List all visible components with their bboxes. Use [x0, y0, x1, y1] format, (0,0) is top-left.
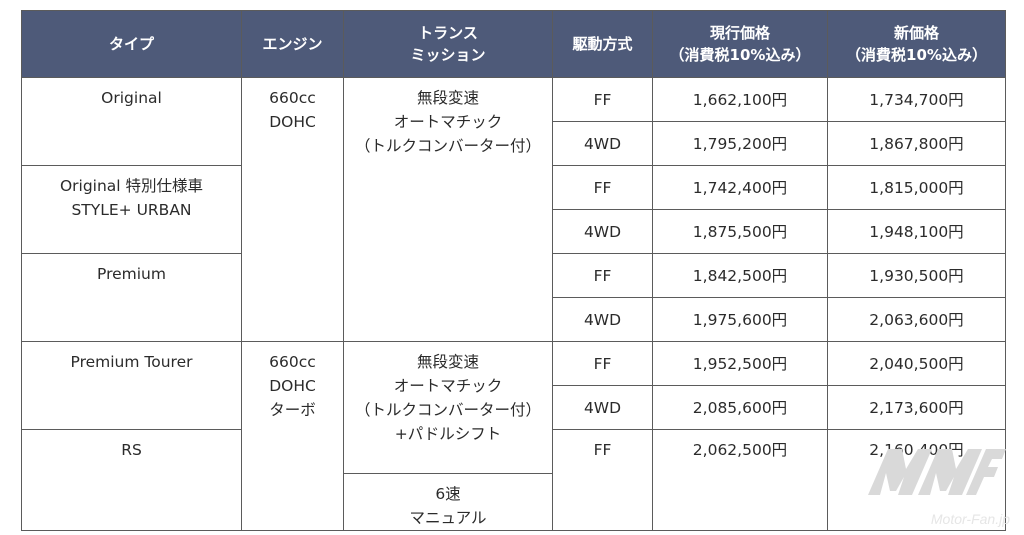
header-transmission-line1: トランス	[418, 24, 478, 42]
transmission-cvt-line3: （トルクコンバーター付）	[354, 137, 541, 155]
drive-cell: FF	[552, 429, 653, 531]
engine-na-line2: DOHC	[269, 113, 316, 131]
transmission-cvt-line2: オートマチック	[393, 113, 503, 131]
header-type-label: タイプ	[108, 35, 154, 53]
table-row: Original 660cc DOHC 無段変速 オートマチック （トルクコンバ…	[21, 77, 1006, 342]
drive-cell: FF	[552, 341, 653, 386]
table-row: 6速 マニュアル	[22, 473, 1006, 531]
current-price-cell: 1,875,500円	[652, 209, 828, 254]
current-price-cell: 2,062,500円	[652, 429, 828, 531]
new-price-cell: 1,948,100円	[827, 209, 1006, 254]
current-price-cell: 1,975,600円	[652, 297, 828, 342]
header-engine-label: エンジン	[262, 35, 323, 53]
engine-turbo-line2: DOHC	[269, 377, 316, 395]
transmission-cvt-paddle-line4: +パドルシフト	[394, 425, 502, 443]
new-price-cell: 2,040,500円	[827, 341, 1006, 386]
table-row: 4WD 1,975,600円 2,063,600円	[22, 297, 1006, 342]
mf-logo-icon	[868, 449, 1006, 495]
type-premium-tourer-label: Premium Tourer	[70, 353, 193, 371]
transmission-cvt-line1: 無段変速	[416, 89, 479, 107]
transmission-cvt-paddle-line1: 無段変速	[416, 353, 479, 371]
header-current-price-line2: （消費税10%込み）	[669, 46, 811, 64]
drive-cell: FF	[552, 77, 653, 122]
table-row: Original 特別仕様車 STYLE+ URBAN FF 1,742,400…	[21, 165, 1006, 254]
type-rs: RS	[21, 429, 242, 531]
drive-cell: 4WD	[552, 297, 653, 342]
new-price-cell: 1,930,500円	[827, 253, 1006, 298]
header-transmission-line2: ミッション	[410, 46, 486, 64]
type-premium: Premium	[21, 253, 242, 342]
type-original: Original	[21, 77, 242, 166]
table-row: 4WD 2,085,600円 2,173,600円	[22, 385, 1006, 430]
type-special-line2: STYLE+ URBAN	[71, 201, 192, 219]
drive-cell: 4WD	[552, 385, 653, 430]
transmission-cvt-paddle: 無段変速 オートマチック （トルクコンバーター付） +パドルシフト	[343, 341, 553, 474]
header-new-price-line2: （消費税10%込み）	[846, 46, 987, 64]
watermark: Motor-Fan.jp	[860, 447, 1010, 527]
header-new-price-line1: 新価格	[893, 24, 939, 42]
new-price-cell: 1,867,800円	[827, 121, 1006, 166]
header-row: タイプ エンジン トランス ミッション 駆動方式 現行価格 （消費税10%込み）…	[21, 10, 1006, 78]
current-price-cell: 2,085,600円	[652, 385, 828, 430]
header-current-price-line1: 現行価格	[709, 24, 770, 42]
transmission-mt-line1: 6速	[435, 485, 461, 503]
header-new-price: 新価格 （消費税10%込み）	[827, 10, 1006, 78]
drive-cell: FF	[552, 165, 653, 210]
engine-turbo-line3: ターボ	[269, 401, 316, 419]
transmission-cvt: 無段変速 オートマチック （トルクコンバーター付）	[343, 77, 553, 342]
type-premium-tourer: Premium Tourer	[21, 341, 242, 430]
header-engine: エンジン	[241, 10, 344, 78]
type-special: Original 特別仕様車 STYLE+ URBAN	[21, 165, 242, 254]
transmission-cvt-paddle-line3: （トルクコンバーター付）	[354, 401, 541, 419]
drive-cell: 4WD	[552, 209, 653, 254]
header-drive-label: 駆動方式	[572, 35, 633, 53]
header-current-price: 現行価格 （消費税10%込み）	[652, 10, 828, 78]
table-row: 4WD 1,795,200円 1,867,800円	[22, 121, 1006, 166]
transmission-mt: 6速 マニュアル	[343, 473, 553, 531]
header-type: タイプ	[21, 10, 242, 78]
current-price-cell: 1,662,100円	[652, 77, 828, 122]
engine-turbo-line1: 660cc	[269, 353, 316, 371]
current-price-cell: 1,795,200円	[652, 121, 828, 166]
type-special-line1: Original 特別仕様車	[59, 177, 204, 195]
table-row: Premium Tourer 660cc DOHC ターボ 無段変速 オートマチ…	[21, 341, 1006, 531]
drive-cell: FF	[552, 253, 653, 298]
header-transmission: トランス ミッション	[343, 10, 553, 78]
new-price-cell: 2,063,600円	[827, 297, 1006, 342]
type-rs-label: RS	[121, 441, 142, 459]
watermark-text: Motor-Fan.jp	[930, 511, 1010, 527]
transmission-cvt-paddle-line2: オートマチック	[393, 377, 503, 395]
current-price-cell: 1,842,500円	[652, 253, 828, 298]
price-table: タイプ エンジン トランス ミッション 駆動方式 現行価格 （消費税10%込み）…	[21, 10, 1006, 531]
type-original-label: Original	[101, 89, 162, 107]
current-price-cell: 1,742,400円	[652, 165, 828, 210]
new-price-cell: 2,173,600円	[827, 385, 1006, 430]
new-price-cell: 1,734,700円	[827, 77, 1006, 122]
header-drive: 駆動方式	[552, 10, 653, 78]
transmission-mt-line2: マニュアル	[409, 509, 487, 527]
new-price-cell: 1,815,000円	[827, 165, 1006, 210]
drive-cell: 4WD	[552, 121, 653, 166]
type-premium-label: Premium	[97, 265, 166, 283]
current-price-cell: 1,952,500円	[652, 341, 828, 386]
engine-na-line1: 660cc	[269, 89, 316, 107]
engine-na: 660cc DOHC	[241, 77, 344, 342]
engine-turbo: 660cc DOHC ターボ	[241, 341, 344, 531]
